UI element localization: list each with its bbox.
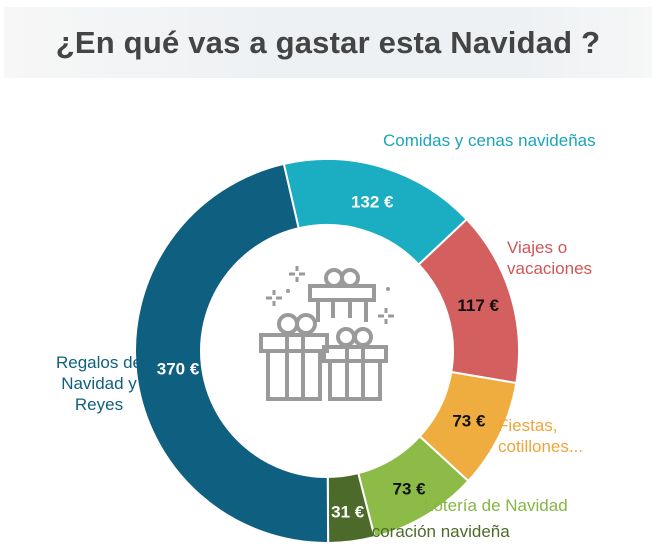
slice-5 [134, 162, 330, 544]
title-bar: ¿En qué vas a gastar esta Navidad ? [4, 7, 652, 78]
label-fiestas: Fiestas, cotillones... [498, 416, 584, 456]
label-comidas: Comidas y cenas navideñas [383, 131, 596, 150]
label-viajes: Viajes o vacaciones [507, 238, 593, 278]
chart-title: ¿En qué vas a gastar esta Navidad ? [55, 24, 601, 60]
value-label-5: 370 € [157, 359, 200, 378]
value-label-0: 132 € [351, 193, 394, 212]
value-label-2: 73 € [452, 412, 486, 431]
label-loteria: Lotería de Navidad [424, 496, 568, 515]
value-label-4: 31 € [331, 503, 365, 522]
gift-icon [259, 266, 394, 401]
label-regalos: Regalos de Navidad y Reyes [55, 353, 142, 414]
label-decoracion: Decoración navideña [350, 522, 510, 541]
value-label-3: 73 € [393, 479, 427, 498]
value-label-1: 117 € [457, 296, 499, 315]
